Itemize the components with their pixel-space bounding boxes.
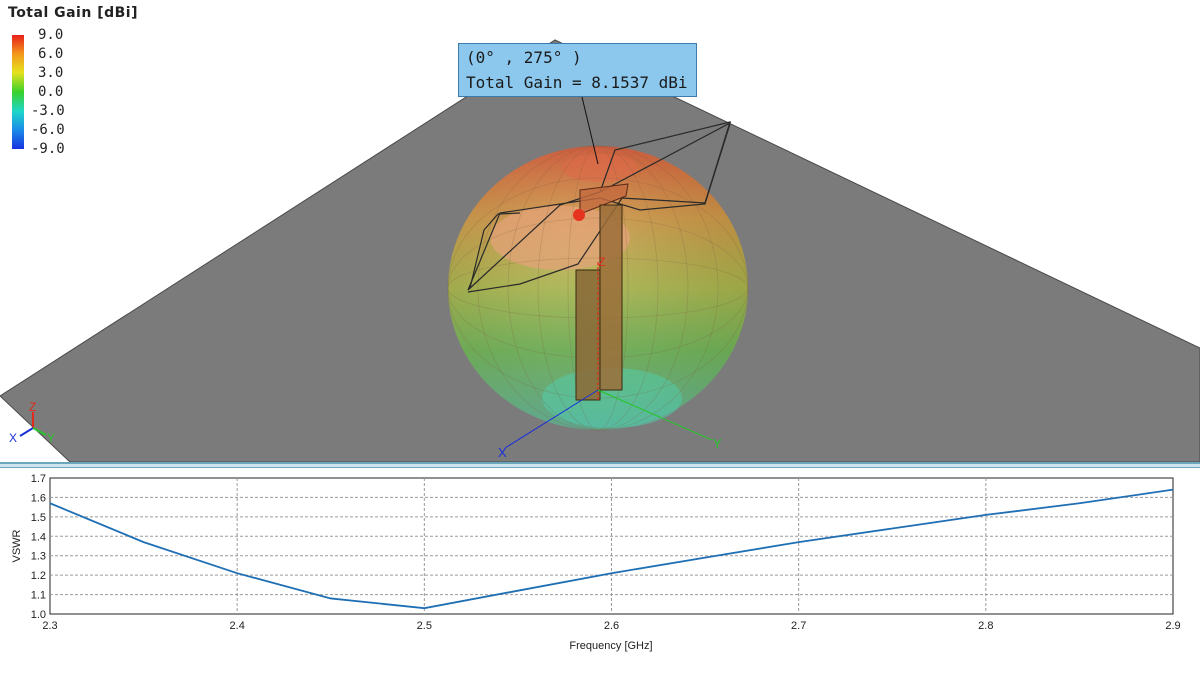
y-tick-label: 1.7	[31, 473, 46, 485]
y-tick-label: 1.4	[31, 531, 46, 543]
x-tick-label: 2.3	[42, 620, 57, 632]
legend-title: Total Gain [dBi]	[8, 5, 138, 21]
y-axis-label: Y	[713, 436, 722, 451]
chart-grid	[50, 478, 1173, 614]
x-tick-label: 2.4	[230, 620, 245, 632]
tooltip-angle: (0° , 275° )	[466, 48, 582, 67]
patch-plate	[467, 121, 732, 291]
orientation-triad[interactable]: Z X Y	[9, 400, 55, 445]
x-tick-label: 2.7	[791, 620, 806, 632]
legend-tick: -3.0	[31, 103, 65, 119]
legend-tick: 9.0	[38, 27, 64, 43]
origin-axes: X Y Z	[498, 255, 722, 460]
patch-edge-right	[599, 121, 731, 204]
y-tick-label: 1.5	[31, 512, 46, 524]
y-tick-label: 1.2	[31, 570, 46, 582]
y-tick-labels: 1.0 1.1 1.2 1.3 1.4 1.5 1.6 1.7	[31, 473, 46, 621]
vswr-series-line	[49, 488, 1174, 610]
vswr-chart: 1.0 1.1 1.2 1.3 1.4 1.5 1.6 1.7 2.3 2.4 2.5 2.6 2.7…	[11, 473, 1181, 652]
probe-tooltip: (0° , 275° ) Total Gain = 8.1537 dBi	[458, 43, 697, 97]
y-tick-label: 1.0	[31, 609, 46, 621]
x-tick-labels: 2.3 2.4 2.5 2.6 2.7 2.8 2.9	[42, 620, 1180, 632]
y-tick-label: 1.1	[31, 590, 46, 602]
y-tick-label: 1.3	[31, 551, 46, 563]
triad-y-label: Y	[47, 431, 55, 445]
y-axis-title: VSWR	[11, 529, 23, 562]
3d-viewport[interactable]: X Y Z Z X Y Total Gain [dBi] 9.0 6.0 3.0…	[0, 0, 1200, 462]
radiation-pattern-scene[interactable]: X Y Z Z X Y	[0, 0, 1200, 462]
legend-tick: 0.0	[38, 84, 64, 100]
legend-tick: 3.0	[38, 65, 64, 81]
chart-series	[49, 488, 1174, 610]
feed-structure	[573, 183, 629, 401]
vswr-chart-panel: 1.0 1.1 1.2 1.3 1.4 1.5 1.6 1.7 2.3 2.4 2.5 2.6 2.7…	[0, 468, 1200, 676]
legend-color-bar	[12, 35, 24, 149]
tooltip-pointer	[581, 96, 599, 165]
patch-edge	[469, 212, 521, 289]
x-axis-label: X	[498, 445, 507, 460]
triad-x-label: X	[9, 431, 17, 445]
legend-tick: -9.0	[31, 141, 65, 157]
triad-z-label: Z	[29, 400, 36, 414]
legend-tick: 6.0	[38, 46, 64, 62]
panel-splitter[interactable]	[0, 462, 1200, 468]
x-tick-label: 2.6	[604, 620, 619, 632]
x-tick-label: 2.5	[417, 620, 432, 632]
x-tick-label: 2.9	[1165, 620, 1180, 632]
color-legend: Total Gain [dBi] 9.0 6.0 3.0 0.0 -3.0 -6…	[8, 5, 138, 157]
x-tick-label: 2.8	[978, 620, 993, 632]
legend-tick: -6.0	[31, 122, 65, 138]
y-tick-label: 1.6	[31, 492, 46, 504]
z-axis-label: Z	[598, 255, 605, 269]
tooltip-gain: Total Gain = 8.1537 dBi	[466, 73, 688, 92]
x-axis-title: Frequency [GHz]	[569, 640, 652, 652]
